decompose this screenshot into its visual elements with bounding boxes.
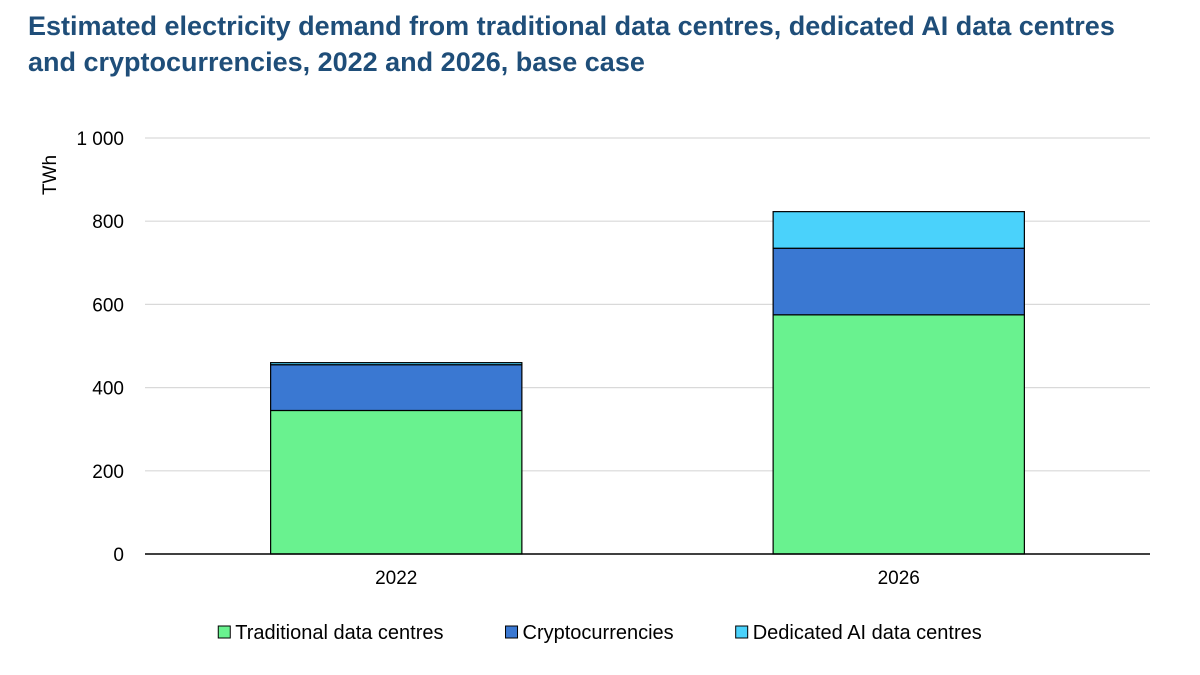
chart-title-line-1: Estimated electricity demand from tradit…: [28, 11, 1115, 41]
chart-title: Estimated electricity demand from tradit…: [28, 8, 1188, 80]
legend-label: Traditional data centres: [235, 622, 443, 644]
bars: [270, 211, 1025, 555]
legend: Traditional data centres Cryptocurrencies…: [217, 622, 982, 644]
legend-label: Dedicated AI data centres: [753, 622, 982, 644]
bar-segment: [772, 314, 1025, 555]
y-axis-label: TWh: [40, 155, 61, 195]
bar-segment: [270, 362, 523, 366]
axes: 0 200 400 600 800 1 000 2022 2026: [76, 129, 1150, 589]
y-tick-label: 0: [113, 545, 124, 566]
y-tick-label: 200: [92, 462, 124, 483]
bar-segment: [270, 364, 523, 412]
bar-segment: [270, 409, 523, 555]
y-tick-label: 800: [92, 212, 124, 233]
legend-swatch: [217, 625, 231, 639]
x-tick-label: 2026: [878, 568, 920, 589]
x-tick-label: 2022: [375, 568, 417, 589]
bar-segment: [772, 211, 1025, 249]
y-tick-label: 1 000: [76, 129, 124, 150]
legend-label: Cryptocurrencies: [523, 622, 674, 644]
bar-segment: [772, 247, 1025, 316]
y-tick-label: 400: [92, 379, 124, 400]
legend-swatch: [735, 625, 749, 639]
y-tick-label: 600: [92, 295, 124, 316]
chart-title-line-2: and cryptocurrencies, 2022 and 2026, bas…: [28, 47, 645, 77]
legend-swatch: [505, 625, 519, 639]
